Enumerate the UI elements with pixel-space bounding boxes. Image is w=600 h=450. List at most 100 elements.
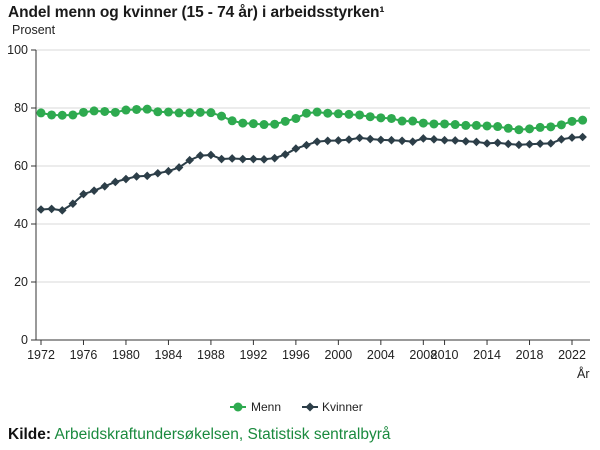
point-menn[interactable] [503,123,513,133]
point-menn[interactable] [291,113,301,123]
point-menn[interactable] [206,108,216,118]
point-menn[interactable] [556,120,566,130]
point-menn[interactable] [365,112,375,122]
point-kvinner[interactable] [196,151,205,160]
point-kvinner[interactable] [387,135,396,145]
point-menn[interactable] [355,110,365,120]
point-kvinner[interactable] [419,134,428,143]
point-menn[interactable] [493,122,503,132]
point-menn[interactable] [185,108,195,118]
point-menn[interactable] [238,118,248,128]
point-kvinner[interactable] [89,186,99,195]
point-kvinner[interactable] [47,204,56,214]
point-kvinner[interactable] [164,166,173,176]
point-kvinner[interactable] [429,135,439,144]
point-menn[interactable] [482,121,492,131]
point-kvinner[interactable] [493,138,502,148]
point-menn[interactable] [36,108,46,118]
point-kvinner[interactable] [302,140,311,150]
point-menn[interactable] [57,110,67,120]
point-menn[interactable] [440,119,450,129]
point-kvinner[interactable] [365,134,375,144]
point-kvinner[interactable] [79,189,88,199]
point-kvinner[interactable] [227,154,237,163]
point-kvinner[interactable] [111,177,120,187]
point-kvinner[interactable] [100,182,110,191]
point-kvinner[interactable] [217,154,226,164]
point-kvinner[interactable] [323,136,333,146]
point-menn[interactable] [100,106,110,116]
point-kvinner[interactable] [514,140,524,150]
point-menn[interactable] [270,119,280,129]
point-menn[interactable] [408,116,418,126]
point-kvinner[interactable] [578,132,587,142]
point-kvinner[interactable] [185,155,194,165]
point-kvinner[interactable] [472,137,481,147]
point-menn[interactable] [259,120,269,130]
point-menn[interactable] [344,109,354,119]
point-menn[interactable] [142,104,152,114]
point-menn[interactable] [418,118,428,128]
point-kvinner[interactable] [312,137,322,146]
point-menn[interactable] [567,116,577,126]
point-kvinner[interactable] [525,139,534,149]
point-menn[interactable] [47,110,57,120]
legend-item-kvinner[interactable]: Kvinner [302,400,363,414]
point-kvinner[interactable] [557,135,566,144]
point-kvinner[interactable] [450,136,460,145]
point-kvinner[interactable] [174,163,184,172]
point-menn[interactable] [397,116,407,126]
point-menn[interactable] [450,120,460,130]
point-menn[interactable] [312,107,322,117]
point-kvinner[interactable] [376,135,386,145]
point-kvinner[interactable] [270,153,279,163]
point-kvinner[interactable] [461,137,471,146]
point-menn[interactable] [302,108,311,118]
point-kvinner[interactable] [206,150,216,160]
point-kvinner[interactable] [68,199,78,208]
point-menn[interactable] [217,111,227,121]
point-kvinner[interactable] [482,139,492,148]
point-menn[interactable] [68,110,78,120]
point-kvinner[interactable] [503,139,513,149]
point-menn[interactable] [514,125,524,135]
point-menn[interactable] [471,120,481,130]
point-menn[interactable] [174,108,184,118]
point-menn[interactable] [461,120,471,130]
point-kvinner[interactable] [132,172,141,181]
point-kvinner[interactable] [344,135,354,144]
legend[interactable]: Menn Kvinner [230,400,363,414]
point-kvinner[interactable] [153,168,163,178]
point-menn[interactable] [429,119,439,129]
point-menn[interactable] [280,116,290,126]
point-menn[interactable] [153,107,163,117]
point-menn[interactable] [89,106,99,116]
point-kvinner[interactable] [408,137,417,146]
point-kvinner[interactable] [259,155,269,164]
point-kvinner[interactable] [546,139,556,148]
point-kvinner[interactable] [535,139,545,148]
point-kvinner[interactable] [249,154,258,164]
point-kvinner[interactable] [567,133,577,142]
point-kvinner[interactable] [238,154,248,164]
point-menn[interactable] [78,107,88,117]
point-menn[interactable] [578,115,588,125]
point-kvinner[interactable] [36,205,46,214]
point-menn[interactable] [376,113,386,123]
point-menn[interactable] [195,107,205,117]
point-kvinner[interactable] [440,135,449,145]
point-menn[interactable] [535,122,545,132]
point-menn[interactable] [323,108,333,118]
point-menn[interactable] [121,105,131,115]
point-kvinner[interactable] [57,206,67,215]
legend-item-menn[interactable]: Menn [230,400,281,414]
point-kvinner[interactable] [334,136,343,145]
point-kvinner[interactable] [397,136,407,146]
point-kvinner[interactable] [291,144,301,153]
point-menn[interactable] [227,116,237,126]
point-kvinner[interactable] [121,174,131,184]
point-menn[interactable] [386,113,396,123]
point-menn[interactable] [110,107,120,117]
point-kvinner[interactable] [355,133,364,143]
point-kvinner[interactable] [280,150,290,159]
